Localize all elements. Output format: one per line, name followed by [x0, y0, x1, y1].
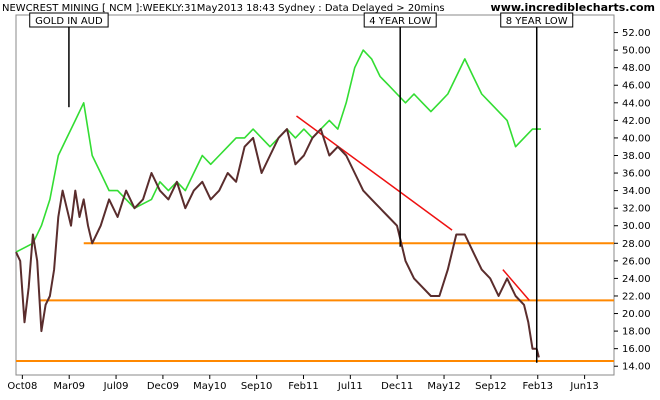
y-tick-label: 22.00	[622, 291, 651, 302]
x-axis: Oct08 Mar09 Jul09 Dec09 May10 Sep10 Feb11 Jul11…	[7, 375, 599, 392]
y-axis: 14.00 16.00 18.00 20.00 22.00 24.00 26.00 28.00…	[614, 28, 651, 373]
y-tick-label: 20.00	[622, 309, 651, 320]
y-tick-label: 36.00	[622, 169, 651, 180]
annotation-markers: GOLD IN AUD 4 YEAR LOW 8 YEAR LOW	[29, 12, 574, 363]
y-tick-label: 14.00	[622, 362, 651, 373]
y-tick-label: 44.00	[622, 98, 651, 109]
ncm-price-line	[15, 128, 540, 358]
y-tick-label: 32.00	[622, 204, 651, 215]
annotation-label: GOLD IN AUD	[35, 16, 103, 27]
annotation-box	[29, 12, 109, 28]
chart-header-title: NEWCREST MINING [ NCM ]:WEEKLY:31May2013…	[2, 3, 445, 14]
trend-line	[502, 269, 530, 301]
x-tick-label: May12	[427, 381, 460, 392]
x-tick-label: Jul11	[337, 381, 363, 392]
trend-lines	[296, 115, 530, 301]
y-tick-label: 40.00	[622, 133, 651, 144]
y-tick-label: 16.00	[622, 344, 651, 355]
y-tick-label: 34.00	[622, 186, 651, 197]
annotation-label: 8 YEAR LOW	[506, 16, 568, 27]
support-lines	[16, 242, 614, 362]
y-tick-label: 30.00	[622, 221, 651, 232]
y-tick-label: 26.00	[622, 256, 651, 267]
x-tick-label: May10	[193, 381, 226, 392]
x-tick-label: Jul09	[103, 381, 129, 392]
x-tick-label: Mar09	[53, 381, 85, 392]
x-tick-label: Sep12	[475, 381, 507, 392]
annotation-label: 4 YEAR LOW	[369, 16, 431, 27]
annotation-box	[363, 12, 437, 28]
y-tick-label: 46.00	[622, 81, 651, 92]
brand-watermark: www.incrediblecharts.com	[491, 1, 655, 14]
y-tick-label: 42.00	[622, 116, 651, 127]
x-tick-label: Feb13	[523, 381, 553, 392]
annotation-box	[500, 12, 574, 28]
y-tick-label: 28.00	[622, 239, 651, 250]
x-tick-label: Feb11	[288, 381, 318, 392]
series-lines	[15, 49, 541, 358]
x-tick-label: Sep10	[241, 381, 273, 392]
x-tick-label: Oct08	[7, 381, 37, 392]
x-tick-label: Dec09	[147, 381, 179, 392]
gold-in-aud-line	[15, 49, 541, 253]
plot-frame	[15, 14, 615, 376]
x-tick-label: Jun13	[569, 381, 598, 392]
x-tick-label: Dec11	[381, 381, 413, 392]
y-tick-label: 50.00	[622, 46, 651, 57]
y-tick-label: 48.00	[622, 63, 651, 74]
trend-line	[296, 115, 453, 231]
y-tick-label: 24.00	[622, 274, 651, 285]
y-tick-label: 52.00	[622, 28, 651, 39]
y-tick-label: 18.00	[622, 327, 651, 338]
y-tick-label: 38.00	[622, 151, 651, 162]
